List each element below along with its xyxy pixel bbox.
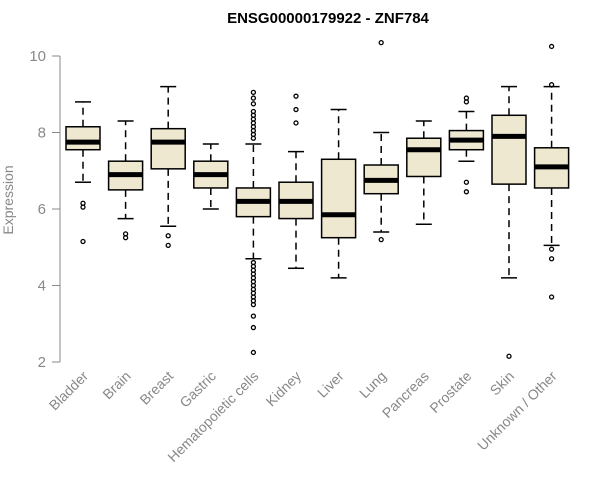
y-tick-label: 6 (38, 201, 46, 218)
y-axis-label: Expression (0, 165, 16, 234)
box-brain (107, 120, 144, 241)
x-tick-label: Breast (136, 368, 176, 408)
x-tick-label: Skin (487, 368, 518, 399)
y-tick-label: 8 (38, 125, 46, 142)
box-lung (363, 39, 399, 243)
outlier-point (165, 233, 171, 239)
x-tick-label: Pancreas (379, 368, 432, 421)
outlier-point (165, 242, 171, 248)
box-kidney (278, 93, 314, 270)
iqr-box (320, 158, 357, 239)
outlier-point (463, 179, 470, 185)
x-tick-label: Brain (99, 368, 133, 402)
outlier-point (250, 349, 257, 356)
x-tick-label: Kidney (263, 368, 305, 410)
box-hematopoietic-cells (235, 89, 272, 356)
box-bladder (65, 101, 101, 245)
x-tick-label: Liver (314, 368, 347, 401)
outlier-point (548, 246, 555, 252)
outlier-point (548, 294, 555, 300)
outlier-point (250, 135, 257, 141)
box-unknown-other (533, 43, 570, 300)
box-prostate (448, 95, 485, 195)
outlier-point (250, 301, 257, 308)
y-tick-label: 2 (38, 354, 46, 371)
box-skin (491, 85, 527, 359)
outlier-point (250, 95, 257, 101)
outlier-point (548, 43, 555, 50)
iqr-box (491, 114, 527, 185)
outlier-point (250, 313, 257, 319)
outlier-point (548, 256, 555, 262)
outlier-point (548, 82, 555, 88)
outlier-point (250, 101, 257, 107)
x-tick-label: Gastric (176, 368, 219, 411)
outlier-point (506, 353, 512, 359)
x-tick-label: Bladder (46, 368, 92, 414)
outlier-point (463, 189, 470, 195)
outlier-point (378, 39, 384, 46)
outlier-point (80, 238, 86, 245)
y-tick-label: 4 (38, 278, 46, 295)
y-tick-label: 10 (29, 48, 46, 65)
y-axis-ticks: 2 4 6 8 10 (29, 48, 60, 371)
x-tick-label: Unknown / Other (474, 368, 560, 454)
iqr-box (406, 137, 442, 178)
box-breast (150, 85, 186, 248)
iqr-box (65, 126, 101, 151)
boxes-group (65, 39, 570, 359)
outlier-point (378, 236, 384, 243)
outlier-point (80, 204, 86, 210)
x-tick-label: Prostate (426, 368, 474, 416)
chart-title: ENSG00000179922 - ZNF784 (227, 10, 429, 27)
outlier-point (122, 235, 129, 241)
outlier-point (463, 99, 470, 105)
outlier-point (293, 106, 299, 113)
outlier-point (250, 324, 257, 331)
outlier-point (293, 93, 299, 99)
box-pancreas (406, 120, 442, 226)
box-liver (320, 108, 357, 279)
box-gastric (193, 143, 229, 210)
iqr-box (150, 127, 186, 170)
x-tick-label: Lung (356, 368, 389, 401)
outlier-point (250, 89, 257, 95)
outlier-point (293, 120, 299, 126)
